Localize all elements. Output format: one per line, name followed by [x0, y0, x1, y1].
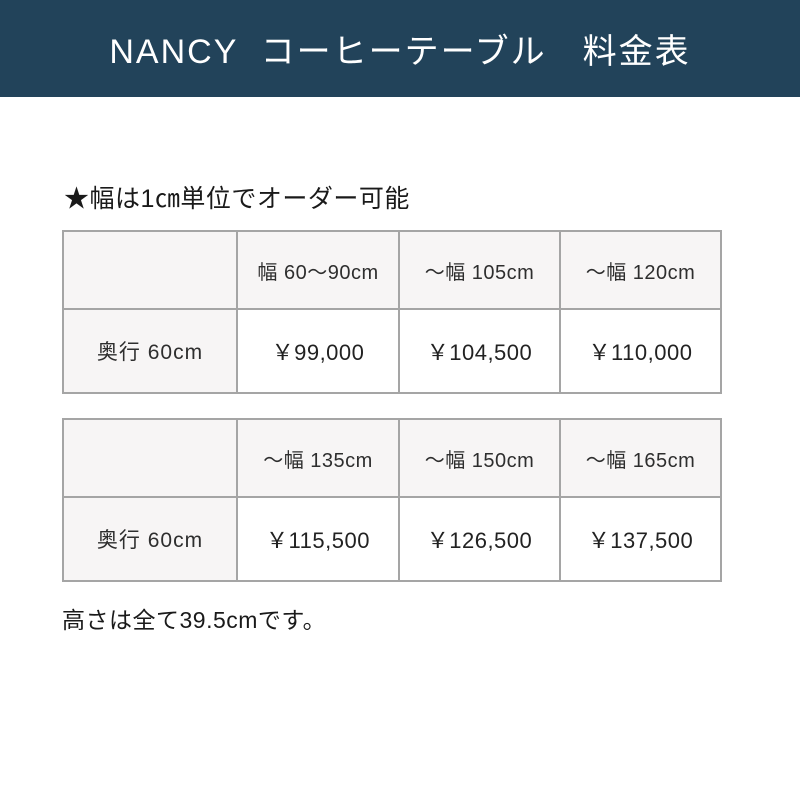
row-label-depth: 奥行 60cm — [62, 308, 238, 394]
row-label-depth: 奥行 60cm — [62, 496, 238, 582]
price-value: ￥99,000 — [236, 308, 400, 394]
price-value: ￥126,500 — [398, 496, 561, 582]
column-header: 〜幅 150cm — [398, 418, 561, 498]
price-value: ￥137,500 — [559, 496, 722, 582]
column-header: 〜幅 105cm — [398, 230, 561, 310]
corner-cell — [62, 230, 238, 310]
price-table-large-widths: 〜幅 135cm 〜幅 150cm 〜幅 165cm 奥行 60cm ￥115,… — [62, 418, 722, 582]
order-note: ★幅は1㎝単位でオーダー可能 — [64, 185, 410, 213]
price-value: ￥115,500 — [236, 496, 400, 582]
table-row: 奥行 60cm ￥115,500 ￥126,500 ￥137,500 — [62, 496, 722, 582]
column-header: 〜幅 135cm — [236, 418, 400, 498]
table-row: 〜幅 135cm 〜幅 150cm 〜幅 165cm — [62, 418, 722, 498]
column-header: 〜幅 120cm — [559, 230, 722, 310]
title-banner: NANCY コーヒーテーブル 料金表 — [0, 0, 800, 97]
column-header: 〜幅 165cm — [559, 418, 722, 498]
price-value: ￥104,500 — [398, 308, 561, 394]
price-table-small-widths: 幅 60〜90cm 〜幅 105cm 〜幅 120cm 奥行 60cm ￥99,… — [62, 230, 722, 394]
page-title: NANCY コーヒーテーブル 料金表 — [109, 33, 691, 71]
column-header: 幅 60〜90cm — [236, 230, 400, 310]
table-row: 幅 60〜90cm 〜幅 105cm 〜幅 120cm — [62, 230, 722, 310]
corner-cell — [62, 418, 238, 498]
price-value: ￥110,000 — [559, 308, 722, 394]
table-row: 奥行 60cm ￥99,000 ￥104,500 ￥110,000 — [62, 308, 722, 394]
height-note: 高さは全て39.5cmです。 — [62, 607, 327, 633]
